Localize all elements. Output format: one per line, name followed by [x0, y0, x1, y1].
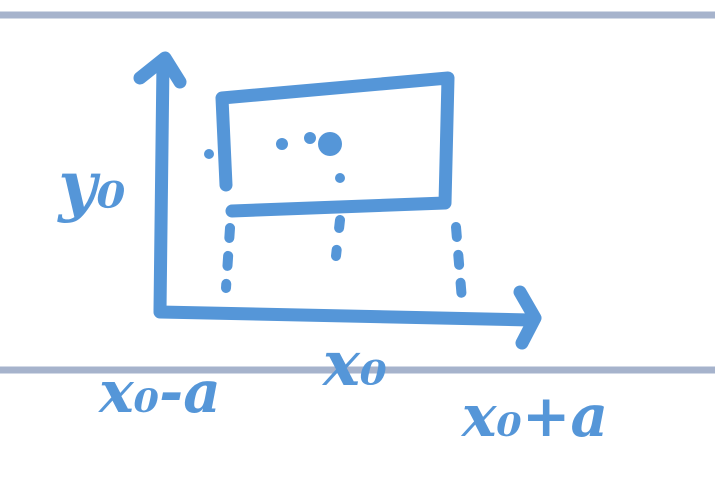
dot — [304, 132, 316, 144]
center-point — [318, 132, 342, 156]
dotted-line — [221, 223, 235, 293]
dot — [204, 149, 214, 159]
dot — [276, 138, 288, 150]
x-axis — [153, 305, 537, 327]
x-left-label: x₀-a — [97, 358, 221, 426]
x-center-label: x₀ — [321, 327, 387, 400]
x-arrow — [513, 285, 542, 350]
y-axis — [153, 55, 170, 317]
y-arrow — [133, 51, 187, 89]
dotted-line — [331, 215, 345, 261]
dotted-line — [451, 222, 467, 305]
rectangle — [215, 71, 455, 218]
y-label: y₀ — [56, 146, 125, 224]
dot — [335, 173, 345, 183]
x-right-label: x₀+a — [460, 382, 608, 450]
